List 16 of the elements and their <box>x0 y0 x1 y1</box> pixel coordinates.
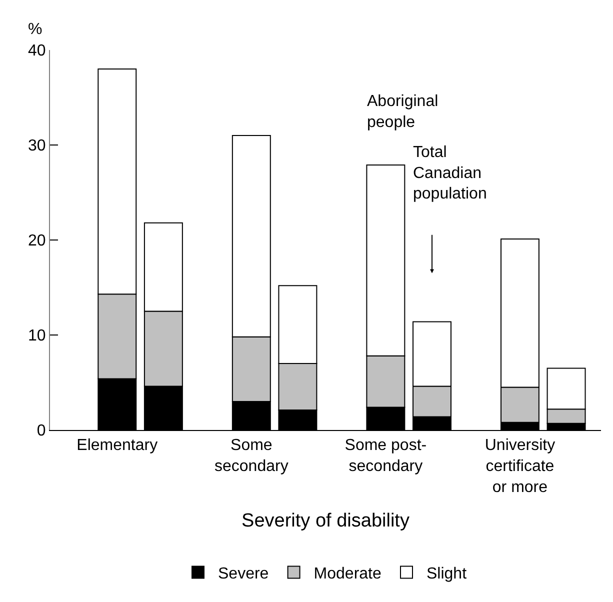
y-tick-label: 10 <box>28 328 46 345</box>
legend-label: Slight <box>426 566 468 583</box>
x-tick-label: Elementary <box>76 437 158 454</box>
y-tick-label: 0 <box>36 422 46 440</box>
y-tick-label: 30 <box>28 138 46 155</box>
x-tick-label: University certificate or more <box>484 437 556 496</box>
legend-label: Severe <box>218 566 269 583</box>
annotation: Total Canadian population <box>413 144 487 203</box>
x-axis-title: Severity of disability <box>242 510 410 532</box>
annotation: Aboriginal people <box>367 93 438 131</box>
legend-label: Moderate <box>314 566 382 583</box>
y-tick-label: 40 <box>28 42 46 60</box>
y-axis-title: % <box>28 21 42 38</box>
y-tick-label: 20 <box>28 232 46 250</box>
x-tick-label: Some secondary <box>214 437 288 475</box>
x-tick-label: Some post- secondary <box>344 437 427 475</box>
